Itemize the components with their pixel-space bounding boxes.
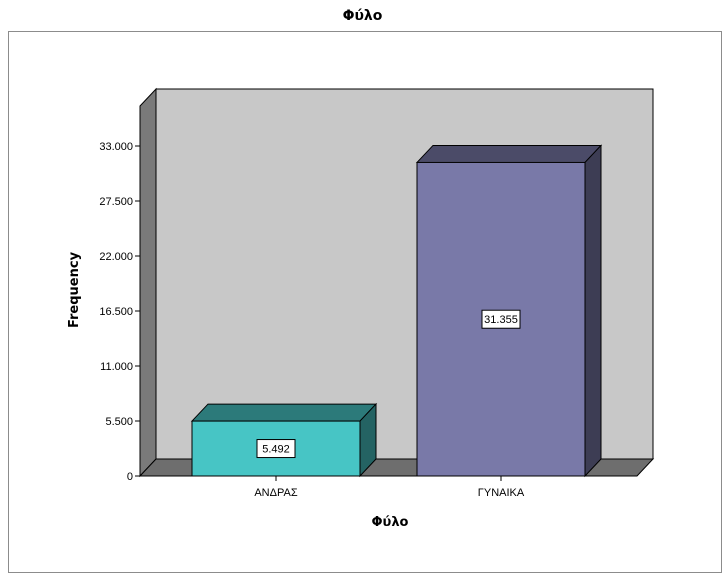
data-label: 5.492 — [256, 439, 296, 459]
data-label-text: 5.492 — [262, 444, 290, 456]
data-label: 31.355 — [481, 309, 521, 329]
data-label-box — [256, 439, 296, 459]
y-axis-title: Frequency — [67, 251, 82, 328]
bar-top — [190, 403, 378, 422]
y-tick-label: 5.500 — [105, 416, 133, 428]
bar-side — [584, 144, 602, 478]
side-wall — [139, 87, 157, 478]
y-tick-label: 16.500 — [99, 306, 133, 318]
y-axis: 0 5.500 11.000 16.500 22.000 27.500 33.000 — [99, 141, 140, 483]
y-tick-label: 33.000 — [99, 141, 133, 153]
bar-top — [415, 144, 603, 163]
y-tick-label: 27.500 — [99, 196, 133, 208]
x-axis-title: Φύλο — [372, 515, 409, 530]
chart-title: Φύλο — [342, 8, 383, 24]
y-tick-label: 22.000 — [99, 251, 133, 263]
y-tick-label: 0 — [127, 471, 133, 483]
x-tick-label: ΑΝΔΡΑΣ — [254, 487, 297, 499]
x-tick-label: ΓΥΝΑΙΚΑ — [478, 487, 525, 499]
y-tick-label: 11.000 — [100, 361, 133, 373]
data-label-text: 31.355 — [484, 314, 518, 326]
data-label-box — [481, 309, 521, 329]
labels: 5.492 ΑΝΔΡΑΣ 31.355 ΓΥΝΑΙΚΑ — [254, 309, 525, 499]
